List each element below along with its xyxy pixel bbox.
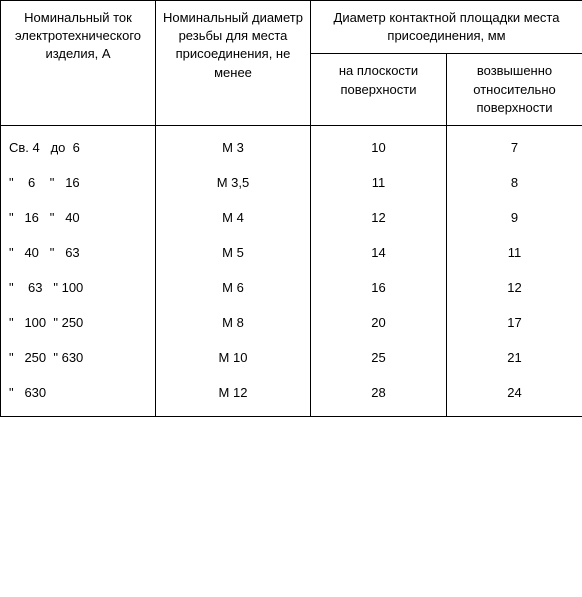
table-row: " 6 " 16 М 3,5 11 8	[1, 165, 582, 200]
cell-current: " 250 " 630	[1, 340, 156, 375]
cell-thread: М 12	[156, 375, 311, 417]
cell-raised: 9	[447, 200, 582, 235]
cell-thread: М 3,5	[156, 165, 311, 200]
table-row: Св. 4 до 6 М 3 10 7	[1, 125, 582, 165]
cell-thread: М 4	[156, 200, 311, 235]
cell-flat: 10	[311, 125, 447, 165]
cell-current: " 100 " 250	[1, 305, 156, 340]
table-row: " 630 М 12 28 24	[1, 375, 582, 417]
header-flat: на плоскости поверхности	[311, 54, 447, 126]
cell-thread: М 8	[156, 305, 311, 340]
cell-current: " 6 " 16	[1, 165, 156, 200]
cell-current: " 40 " 63	[1, 235, 156, 270]
header-thread: Номинальный диаметр резьбы для места при…	[156, 1, 311, 126]
cell-flat: 25	[311, 340, 447, 375]
cell-flat: 11	[311, 165, 447, 200]
cell-thread: М 3	[156, 125, 311, 165]
cell-current: " 16 " 40	[1, 200, 156, 235]
cell-raised: 24	[447, 375, 582, 417]
cell-raised: 8	[447, 165, 582, 200]
cell-flat: 28	[311, 375, 447, 417]
cell-thread: М 5	[156, 235, 311, 270]
cell-current: " 63 " 100	[1, 270, 156, 305]
table-row: " 40 " 63 М 5 14 11	[1, 235, 582, 270]
table-row: " 16 " 40 М 4 12 9	[1, 200, 582, 235]
header-contact-group: Диаметр контактной площадки места присое…	[311, 1, 582, 54]
cell-thread: М 10	[156, 340, 311, 375]
table-row: " 250 " 630 М 10 25 21	[1, 340, 582, 375]
cell-raised: 11	[447, 235, 582, 270]
table-row: " 100 " 250 М 8 20 17	[1, 305, 582, 340]
table-row: " 63 " 100 М 6 16 12	[1, 270, 582, 305]
thread-diameter-table: Номинальный ток электротехнического изде…	[0, 0, 582, 417]
cell-current: " 630	[1, 375, 156, 417]
header-current: Номинальный ток электротехнического изде…	[1, 1, 156, 126]
cell-current: Св. 4 до 6	[1, 125, 156, 165]
cell-raised: 21	[447, 340, 582, 375]
cell-flat: 16	[311, 270, 447, 305]
cell-flat: 14	[311, 235, 447, 270]
cell-raised: 17	[447, 305, 582, 340]
cell-thread: М 6	[156, 270, 311, 305]
cell-flat: 12	[311, 200, 447, 235]
cell-raised: 12	[447, 270, 582, 305]
cell-raised: 7	[447, 125, 582, 165]
cell-flat: 20	[311, 305, 447, 340]
header-raised: возвышенно относительно поверхности	[447, 54, 582, 126]
